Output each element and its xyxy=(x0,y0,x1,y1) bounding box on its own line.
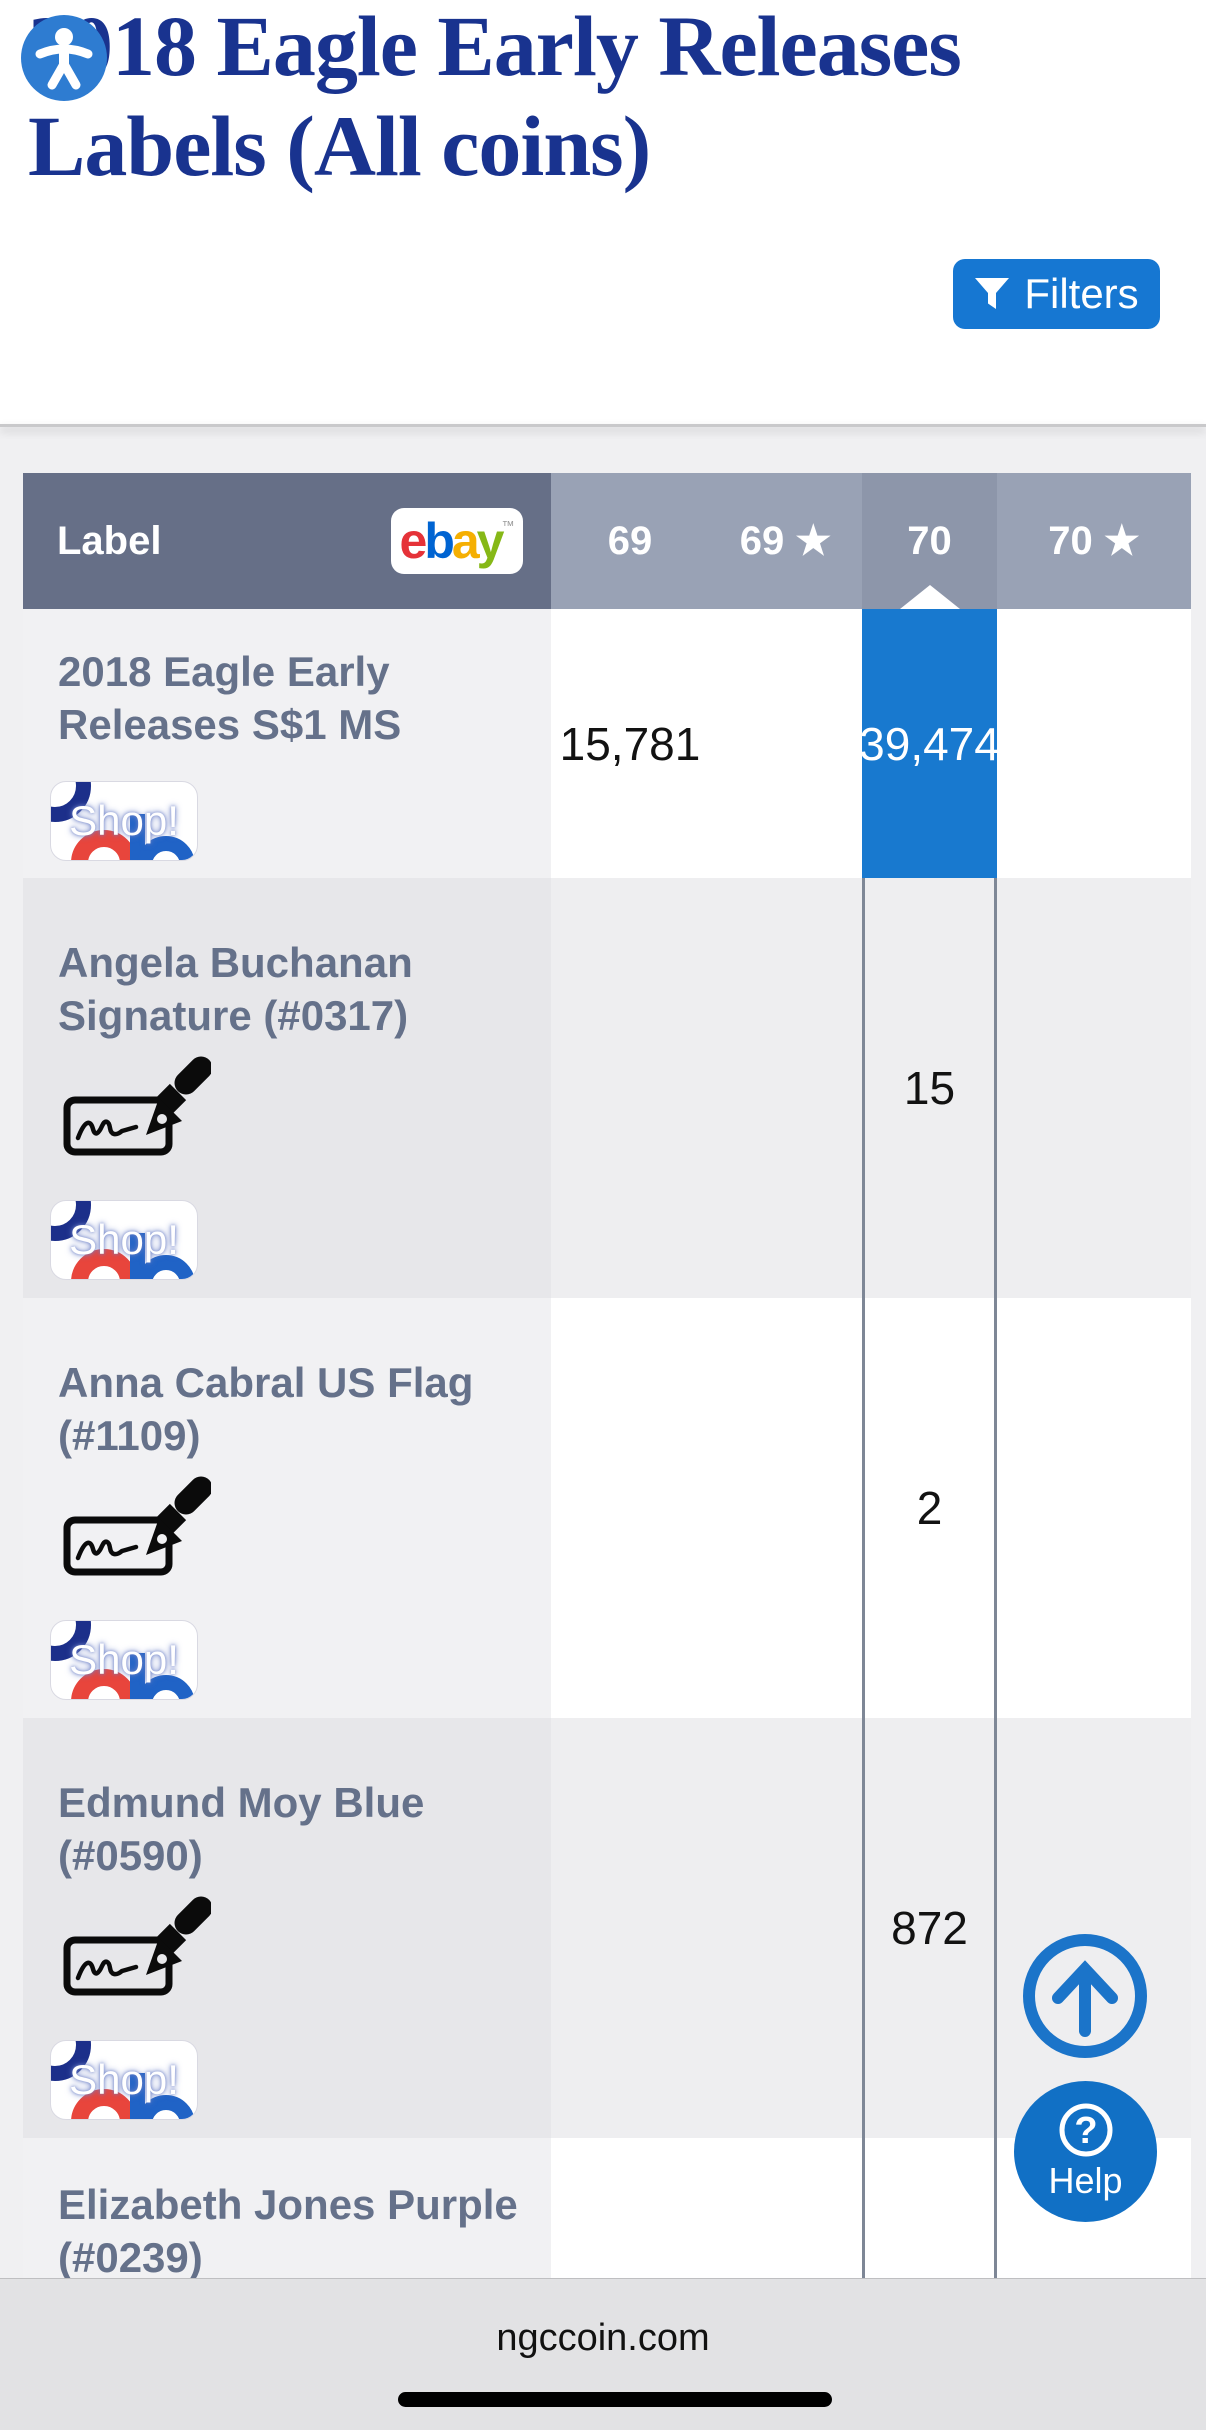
question-mark-icon: ? xyxy=(1059,2103,1112,2156)
table-row: Anna Cabral US Flag (#1109) Shop! xyxy=(23,1298,1191,1718)
scroll-to-top-button[interactable] xyxy=(1020,1931,1150,2061)
coin-label: Edmund Moy Blue (#0590) xyxy=(58,1779,425,1879)
cell-69-star xyxy=(709,1298,862,1718)
home-indicator[interactable] xyxy=(398,2392,832,2407)
cell-70-highlighted: 39,474 xyxy=(859,609,1000,878)
shop-button-label: Shop! xyxy=(69,1216,179,1263)
column-header-69[interactable]: 69 xyxy=(551,473,709,609)
arrow-up-icon xyxy=(1023,1934,1147,2058)
coin-label: 2018 Eagle Early Releases S$1 MS xyxy=(58,648,402,748)
ebay-logo[interactable]: e b a y ™ xyxy=(391,508,523,574)
cell-69 xyxy=(551,1718,709,2138)
coin-label: Elizabeth Jones Purple (#0239) xyxy=(58,2181,518,2281)
shop-ebay-button[interactable]: Shop! xyxy=(50,1620,198,1700)
table-row: Elizabeth Jones Purple (#0239) xyxy=(23,2138,1191,2284)
shop-button-label: Shop! xyxy=(69,797,179,844)
help-button-label: Help xyxy=(1048,2159,1123,2201)
cell-70: 15 xyxy=(862,878,997,1298)
filters-button-label: Filters xyxy=(1024,270,1139,317)
shop-image-blue-letter xyxy=(137,1675,195,1699)
cell-69 xyxy=(551,1298,709,1718)
cell-69-star xyxy=(709,1718,862,2138)
signature-icon xyxy=(63,1056,211,1156)
shop-ebay-button[interactable]: Shop! xyxy=(50,781,198,861)
signature-icon xyxy=(63,1476,211,1576)
cell-69: 15,781 xyxy=(551,609,709,878)
svg-text:?: ? xyxy=(1074,2110,1097,2152)
column-header-69-star[interactable]: 69 ★ xyxy=(709,473,862,609)
cell-70-star xyxy=(997,878,1191,1298)
sort-ascending-icon xyxy=(899,585,960,609)
shop-image-red-letter xyxy=(71,1249,137,1279)
table-row: Angela Buchanan Signature (#0317) Shop! xyxy=(23,878,1191,1298)
cell-69-star xyxy=(709,878,862,1298)
shop-ebay-button[interactable]: Shop! xyxy=(50,2040,198,2120)
cell-69 xyxy=(551,878,709,1298)
coin-label: Angela Buchanan Signature (#0317) xyxy=(58,939,413,1039)
accessibility-person-icon xyxy=(21,15,107,101)
browser-bottom-bar: ngccoin.com xyxy=(0,2278,1206,2430)
table-row: 2018 Eagle Early Releases S$1 MS Shop! 1… xyxy=(23,609,1191,878)
shop-ebay-button[interactable]: Shop! xyxy=(50,1200,198,1280)
signature-icon xyxy=(63,1896,211,1996)
cell-69-star xyxy=(709,609,862,878)
cell-70: 2 xyxy=(862,1298,997,1718)
cell-70 xyxy=(862,2138,997,2284)
section-divider xyxy=(0,424,1206,427)
cell-69-star xyxy=(709,2138,862,2284)
page-title: 2018 Eagle Early Releases Labels (All co… xyxy=(28,0,962,194)
table-header-row: Label e b a y ™ 69 69 ★ 70 70 ★ xyxy=(23,473,1191,609)
coin-label: Anna Cabral US Flag (#1109) xyxy=(58,1359,474,1459)
address-bar-domain[interactable]: ngccoin.com xyxy=(496,2317,710,2359)
column-header-70[interactable]: 70 xyxy=(862,473,997,609)
table-row: Edmund Moy Blue (#0590) Shop! xyxy=(23,1718,1191,2138)
column-header-label[interactable]: Label e b a y ™ xyxy=(23,473,551,609)
population-table: Label e b a y ™ 69 69 ★ 70 70 ★ 2018 Eagle E… xyxy=(23,473,1191,2284)
cell-69 xyxy=(551,2138,709,2284)
cell-70-star xyxy=(997,609,1191,878)
cell-70-star xyxy=(997,1298,1191,1718)
shop-button-label: Shop! xyxy=(69,2056,179,2103)
shop-button-label: Shop! xyxy=(69,1636,179,1683)
cell-70-star xyxy=(997,1718,1191,2138)
cell-70: 872 xyxy=(862,1718,997,2138)
filters-button[interactable]: Filters xyxy=(953,259,1160,329)
accessibility-button[interactable] xyxy=(20,14,108,102)
filter-funnel-icon xyxy=(975,278,1010,309)
column-header-70-star[interactable]: 70 ★ xyxy=(997,473,1191,609)
help-button[interactable]: ? Help xyxy=(1014,2081,1157,2222)
